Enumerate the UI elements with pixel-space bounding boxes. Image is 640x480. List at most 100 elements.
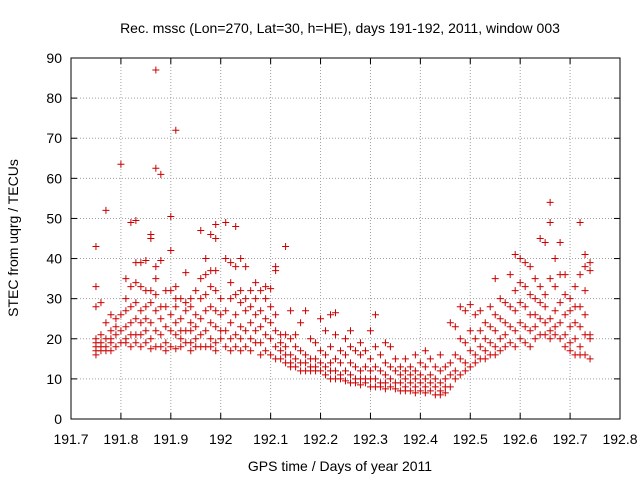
data-point [257,339,265,347]
data-point [371,343,379,351]
data-point [511,307,519,315]
data-point [212,220,220,228]
data-point [217,311,225,319]
data-point [416,387,424,395]
data-point [551,331,559,339]
data-point [147,299,155,307]
data-point [92,351,100,359]
data-point [421,347,429,355]
data-point [212,339,220,347]
data-point [586,267,594,275]
data-point [267,319,275,327]
data-point [451,323,459,331]
data-point [202,327,210,335]
data-point [491,311,499,319]
data-point [292,331,300,339]
data-point [401,367,409,375]
data-point [312,355,320,363]
data-point [157,315,165,323]
data-point [202,291,210,299]
data-point [521,259,529,267]
data-point [147,335,155,343]
data-point [431,363,439,371]
data-point [381,339,389,347]
data-point [112,315,120,323]
data-point [351,379,359,387]
data-point [526,263,534,271]
data-point [327,359,335,367]
data-point [346,371,354,379]
data-point [152,164,160,172]
x-tick-label: 192.8 [602,431,637,447]
data-point [222,343,230,351]
data-point [456,355,464,363]
data-point [162,347,170,355]
data-point [391,367,399,375]
data-point [147,319,155,327]
data-point [292,355,300,363]
data-point [172,319,180,327]
data-point [242,327,250,335]
data-point [267,285,275,293]
data-point [167,327,175,335]
x-tick-labels: 191.7 191.8 191.9 192 192.1 192.2 192.3 192.4 19… [53,431,637,447]
data-point [481,347,489,355]
data-point [262,315,270,323]
data-point [531,275,539,283]
data-point [536,283,544,291]
data-point [586,335,594,343]
data-point [137,283,145,291]
data-point [501,299,509,307]
data-point [172,283,180,291]
data-point [297,319,305,327]
data-point [317,359,325,367]
data-point [526,343,534,351]
data-point [501,319,509,327]
data-point [172,331,180,339]
data-point [312,339,320,347]
data-point [112,331,120,339]
data-point [546,275,554,283]
data-point [491,343,499,351]
data-point [282,343,290,351]
data-point [551,283,559,291]
data-point [127,303,135,311]
data-point [127,218,135,226]
data-point [212,287,220,295]
data-point [192,335,200,343]
data-point [406,371,414,379]
data-point [426,387,434,395]
data-points [92,66,594,399]
y-tick-label: 30 [46,291,62,307]
data-point [232,331,240,339]
data-point [506,303,514,311]
data-point [491,327,499,335]
data-point [147,345,155,353]
data-point [322,363,330,371]
data-point [371,311,379,319]
data-point [332,367,340,375]
data-point [366,367,374,375]
data-point [581,311,589,319]
chart-title: Rec. mssc (Lon=270, Lat=30, h=HE), days … [120,20,560,36]
data-point [237,323,245,331]
data-point [516,255,524,263]
data-point [157,170,165,178]
data-point [501,343,509,351]
x-tick-label: 192.7 [553,431,588,447]
data-point [317,347,325,355]
data-point [207,283,215,291]
data-point [361,363,369,371]
data-point [551,255,559,263]
data-point [486,323,494,331]
data-point [396,371,404,379]
data-point [381,371,389,379]
data-point [531,295,539,303]
data-point [366,355,374,363]
data-point [556,299,564,307]
data-point [406,387,414,395]
data-point [446,319,454,327]
data-point [157,343,165,351]
data-point [456,371,464,379]
data-point [167,247,175,255]
